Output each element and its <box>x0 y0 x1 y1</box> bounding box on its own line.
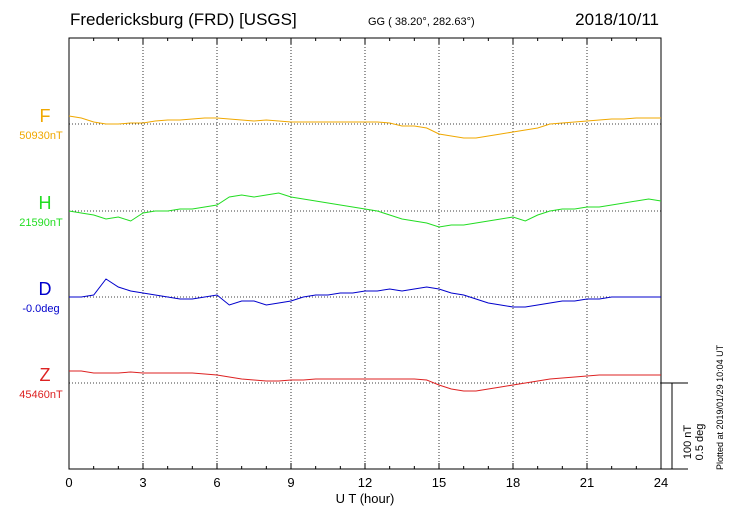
scale-label-deg: 0.5 deg <box>694 424 706 461</box>
chart-date: 2018/10/11 <box>575 10 659 29</box>
x-tick-label-15: 15 <box>432 475 446 490</box>
x-tick-label-6: 6 <box>213 475 220 490</box>
series-line-H <box>68 192 662 228</box>
series-line-F <box>68 115 661 139</box>
plotted-timestamp: Plotted at 2019/01/29 10:04 UT <box>715 344 725 470</box>
series-line-Z <box>69 370 661 392</box>
x-tick-label-21: 21 <box>580 475 594 490</box>
x-tick-label-18: 18 <box>506 475 520 490</box>
channel-name-H: H <box>38 193 52 213</box>
station-coordinates: GG ( 38.20°, 282.63°) <box>368 16 475 28</box>
x-tick-label-24: 24 <box>654 475 668 490</box>
series-line-D <box>69 278 661 308</box>
x-tick-label-0: 0 <box>65 475 72 490</box>
channel-baseline-H: 21590nT <box>19 217 63 229</box>
channel-baseline-F: 50930nT <box>19 130 63 142</box>
channel-name-Z: Z <box>39 365 51 385</box>
x-tick-label-12: 12 <box>358 475 372 490</box>
channel-name-D: D <box>38 279 52 299</box>
channel-name-F: F <box>39 106 51 126</box>
chart-title: Fredericksburg (FRD) [USGS] <box>70 10 297 29</box>
x-tick-label-9: 9 <box>287 475 294 490</box>
scale-label-nT: 100 nT <box>682 425 694 460</box>
channel-baseline-D: -0.0deg <box>22 303 60 315</box>
x-tick-label-3: 3 <box>139 475 146 490</box>
x-axis-label: U T (hour) <box>336 491 395 506</box>
channel-baseline-Z: 45460nT <box>19 389 63 401</box>
